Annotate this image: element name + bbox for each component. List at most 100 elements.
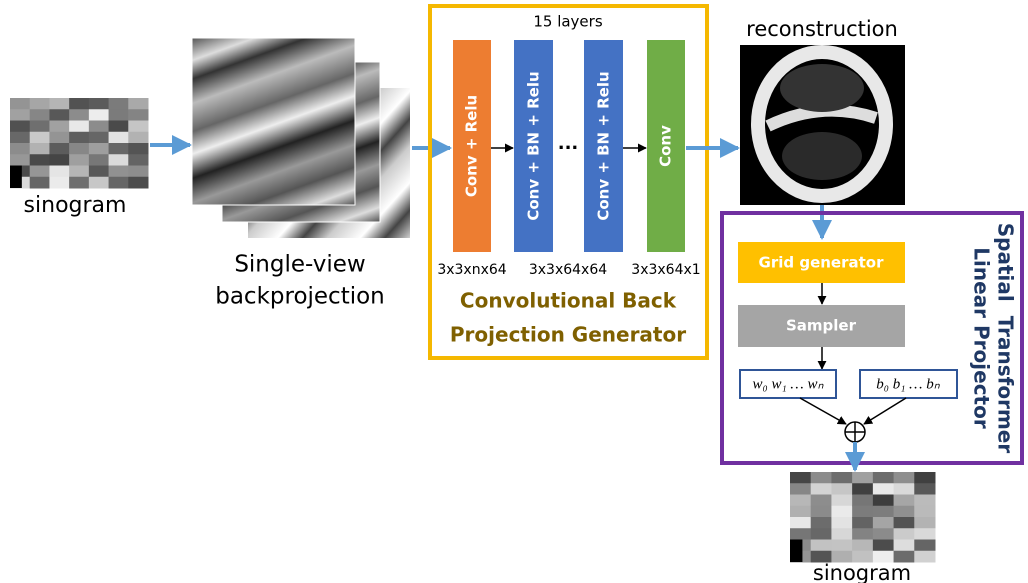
sinogram-cell — [49, 98, 70, 110]
sinogram-cell — [88, 98, 110, 110]
sinogram-cell — [810, 483, 832, 495]
sinogram-cell — [893, 505, 915, 518]
biases-box — [859, 369, 958, 399]
sinogram-cell — [914, 472, 936, 484]
projector-box — [720, 211, 1024, 465]
backprojection-image — [191, 37, 356, 206]
sinogram-cell — [10, 120, 31, 133]
sinogram-cell — [108, 143, 129, 155]
sinogram-cell — [831, 483, 853, 495]
sinogram-cell — [810, 494, 832, 507]
sinogram-cell — [128, 120, 149, 133]
sampler-label: Sampler — [786, 317, 857, 335]
sinogram-cell — [108, 165, 129, 178]
sinogram-cell — [893, 528, 915, 540]
sinogram-cell — [108, 120, 129, 133]
conv-block — [584, 40, 623, 252]
conv-block — [647, 40, 685, 252]
sinogram-cell — [893, 550, 915, 563]
block-label: Conv + Relu — [463, 95, 481, 197]
sinogram-cell — [10, 109, 31, 121]
weights: w₀ w₁ … wₙ — [752, 376, 824, 392]
sinogram-cell — [108, 176, 129, 189]
sinogram-cell — [810, 517, 832, 529]
sinogram-cell — [10, 154, 31, 166]
sinogram-cell — [852, 550, 874, 563]
sinogram-cell — [29, 165, 50, 178]
sinogram-cell — [88, 109, 110, 121]
sinogram-cell — [69, 165, 90, 178]
sinogram-cell — [914, 494, 936, 507]
generator-title: Convolutional Back — [460, 289, 677, 313]
sinogram-cell — [914, 550, 936, 563]
sinogram-cell — [88, 131, 110, 144]
sinogram-cell — [128, 165, 149, 178]
sinogram-cell — [810, 539, 832, 552]
sinogram-cell — [29, 120, 50, 133]
sinogram-cell — [790, 528, 812, 540]
sinogram-cell — [69, 154, 90, 166]
sinogram-cell — [790, 517, 812, 529]
ellipsis: ... — [558, 133, 579, 154]
sinogram-cell — [29, 98, 50, 110]
grid-generator-label: Grid generator — [759, 254, 885, 272]
block-label: Conv + BN + Relu — [525, 71, 543, 220]
sinogram-cell — [29, 143, 50, 155]
sinogram-cell — [128, 98, 149, 110]
sinogram-cell — [69, 143, 90, 155]
sinogram-cell — [10, 131, 31, 144]
sinogram-cell — [852, 494, 874, 507]
sampler — [738, 305, 905, 347]
sinogram-cell — [831, 528, 853, 540]
sinogram-cell — [831, 550, 853, 563]
sinogram-cell — [49, 109, 70, 121]
sinogram-cell — [69, 176, 90, 189]
sinogram-cell — [810, 472, 832, 484]
sinogram-cell — [790, 539, 803, 562]
sinogram-cell — [49, 176, 70, 189]
sinogram-cell — [128, 143, 149, 155]
sinogram-cell — [893, 472, 915, 484]
sinogram-cell — [872, 550, 895, 563]
sinogram-cell — [10, 98, 31, 110]
sinogram-cell — [29, 131, 50, 144]
sinogram-cell — [69, 131, 90, 144]
sinogram-cell — [69, 98, 90, 110]
sinogram-cell — [49, 143, 70, 155]
sinogram-cell — [893, 494, 915, 507]
sinogram-cell — [88, 120, 110, 133]
conv-block — [514, 40, 553, 252]
sinogram-cell — [790, 472, 812, 484]
biases: b₀ b₁ … bₙ — [876, 376, 941, 392]
generator-title: Projection Generator — [450, 323, 686, 347]
generator-box — [428, 4, 709, 360]
sinogram-image — [790, 472, 936, 563]
reconstruction-image — [740, 45, 905, 205]
sinogram-cell — [69, 109, 90, 121]
conv-block — [453, 40, 491, 252]
sinogram-cell — [914, 539, 936, 552]
sinogram-cell — [831, 472, 853, 484]
sinogram-cell — [914, 517, 936, 529]
weights-box — [739, 369, 837, 399]
sinogram-cell — [872, 472, 895, 484]
sinogram-cell — [893, 539, 915, 552]
sinogram-cell — [872, 517, 895, 529]
sinogram-cell — [29, 154, 50, 166]
sinogram-cell — [893, 517, 915, 529]
sinogram-cell — [831, 494, 853, 507]
sinogram-cell — [790, 505, 812, 518]
reconstruction-label: reconstruction — [746, 17, 898, 41]
sinogram-cell — [790, 483, 812, 495]
sinogram-cell — [852, 517, 874, 529]
sinogram-cell — [88, 143, 110, 155]
sinogram-cell — [69, 120, 90, 133]
sinogram-cell — [49, 131, 70, 144]
sinogram-cell — [852, 505, 874, 518]
sinogram-cell — [852, 528, 874, 540]
sinogram-cell — [49, 120, 70, 133]
block-label: Conv + BN + Relu — [595, 71, 613, 220]
sinogram-cell — [872, 505, 895, 518]
sinogram-image — [10, 98, 149, 189]
sinogram-cell — [88, 176, 110, 189]
